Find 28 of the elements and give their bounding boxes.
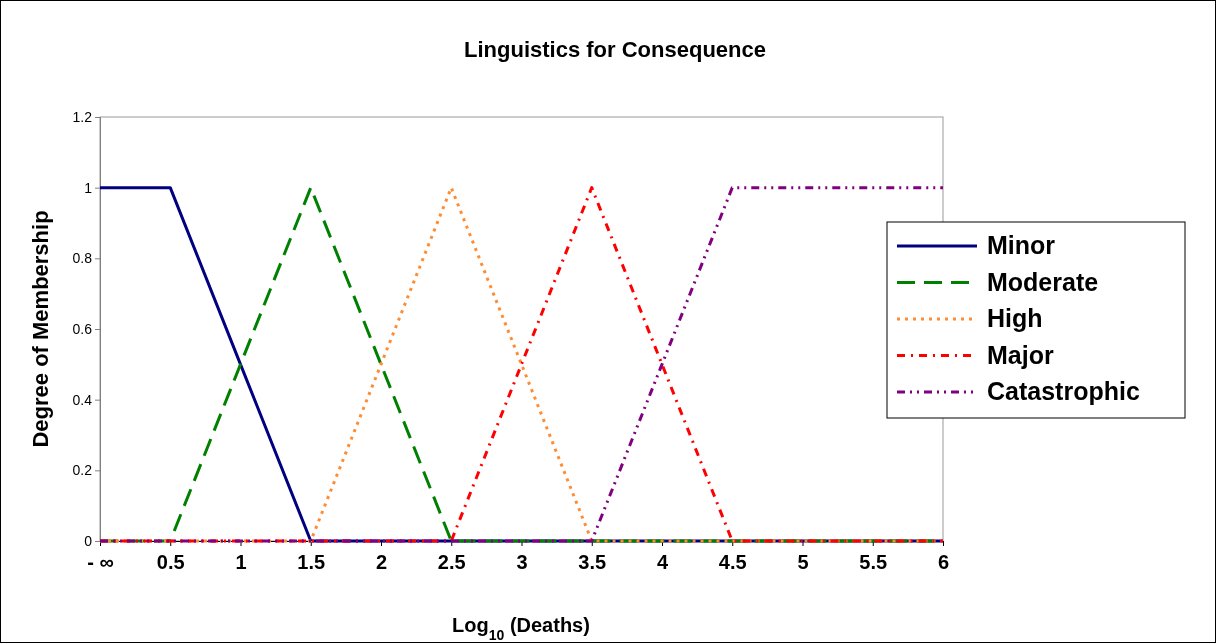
chart-title: Linguistics for Consequence [464, 37, 766, 62]
y-tick-label: 0.4 [72, 391, 93, 408]
y-tick-label: 0.2 [72, 462, 93, 479]
y-tick-label: 1.2 [72, 108, 93, 125]
x-tick-label: 0.5 [156, 551, 185, 573]
x-tick-label: 4.5 [718, 551, 747, 573]
y-tick-label: 0 [84, 532, 93, 549]
x-tick-label: 1.5 [297, 551, 326, 573]
y-tick-label: 0.8 [72, 250, 93, 267]
legend-label: Minor [987, 231, 1056, 259]
y-axis-title: Degree of Membership [28, 210, 53, 448]
x-tick-label: 3 [516, 551, 528, 573]
legend-label: High [987, 304, 1043, 332]
x-tick-label: 5.5 [859, 551, 888, 573]
x-tick-label: 2.5 [437, 551, 466, 573]
y-tick-label: 1 [84, 179, 93, 196]
x-tick-label: 5 [797, 551, 809, 573]
legend-label: Major [987, 340, 1054, 369]
x-tick-label: 3.5 [578, 551, 607, 573]
legend-label: Moderate [987, 267, 1099, 296]
x-tick-label: 1 [235, 551, 247, 573]
x-tick-label: 6 [937, 551, 950, 573]
x-axis-title: Log$_{10}$ (Deaths) [452, 614, 590, 643]
legend-label: Catastrophic [987, 377, 1140, 405]
x-tick-label: 2 [375, 551, 388, 573]
x-tick-label: 4 [656, 551, 669, 573]
y-tick-label: 0.6 [72, 320, 93, 337]
x-tick-label: - ∞ [87, 551, 114, 573]
